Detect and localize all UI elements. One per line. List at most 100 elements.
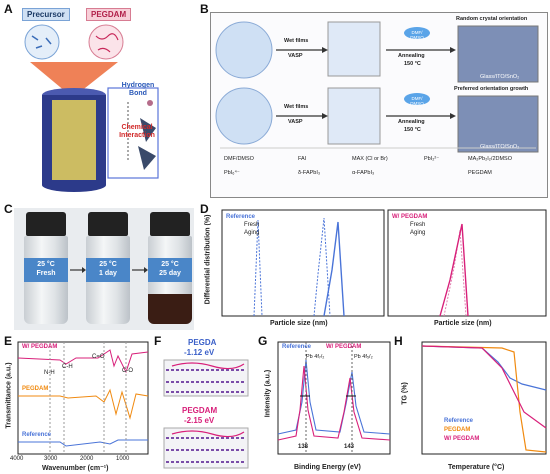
g-pb52: Pb 4f₅/₂ [354,354,373,360]
panel-e: E Transmittance (a.u.) W/ PEGDAM PEGDAM … [0,332,150,474]
pegdam-label: PEGDAM [86,8,132,21]
random-orientation-title: Random crystal orientation [456,16,528,22]
panel-c: C 25 °C Fresh 25 °C 1 day 25 °C 25 day [0,200,196,332]
e-xtick: 1000 [116,456,130,462]
g-v2: 143 [344,444,355,450]
d-legend-fresh-right: Fresh [410,222,426,228]
h-legend-wpegdam: W/ PEGDAM [444,436,480,442]
g-chart [277,341,391,455]
pegdam-aging-curve [439,223,469,317]
e-pegdam-label: PEGDAM [22,386,49,392]
vasp-1: VASP [288,53,303,59]
vial-label-25-day: 25 °C 25 day [148,258,192,282]
dft-structures [163,359,249,469]
legend-item: PEGDAM [468,170,492,176]
wpegdam-tg [421,345,547,429]
d-xlabel-right: Particle size (nm) [434,320,492,327]
e-chart [17,341,149,455]
panel-label-d: D [200,202,209,216]
e-reference-label: Reference [22,432,52,438]
d-chart [221,209,547,317]
panel-b: B Wet films VASP Wet films VASP DMF/ DMS… [162,0,550,200]
process-schematic [215,21,539,153]
legend-item: DMF/DMSO [224,156,254,162]
vasp-2: VASP [288,119,303,125]
dmf-dmso-bubble-2: DMF/ DMSO [410,96,424,106]
legend-b: DMF/DMSO FAI MAX (Cl or Br) PbI₂²⁻ MA₂Pb… [218,152,542,194]
wpegdam-xps [277,365,391,441]
h-legend-pegdam: PEGDAM [444,427,471,433]
reference-fresh-curve [253,217,331,317]
reference-aging-curve [323,221,345,317]
legend-item: PbI₆⁴⁻ [224,170,240,176]
legend-item: α-FAPbI₃ [352,170,375,176]
e-ch-label: C-H [62,364,73,370]
e-wpegdam-label: W/ PEGDAM [22,344,58,350]
reference-spectrum [18,439,148,447]
vial-cap [26,212,66,236]
h-xlabel: Temperature (°C) [448,464,505,471]
e-xtick: 3000 [44,456,58,462]
h-chart [421,341,547,455]
legend-item: FAI [298,156,307,162]
dmf-dmso-bubble-1: DMF/ DMSO [410,30,424,40]
g-legend-reference: Reference [282,344,312,350]
d-right-title: W/ PEGDAM [392,214,428,220]
legend-item: MA₂Pb₂I₂/2DMSO [468,156,512,162]
hydrogen-bond-label: Hydrogen Bond [121,82,155,97]
panel-h: H TG (%) Reference PEGDAM W/ PEGDAM Temp… [392,332,550,474]
d-xlabel: Particle size (nm) [270,320,328,327]
pegdam-spectrum [18,388,149,420]
vial-precipitate [148,294,192,324]
g-v1: 138 [298,444,309,450]
e-co-label: C-O [122,368,133,374]
vial-label-fresh: 25 °C Fresh [24,258,68,282]
panel-label-g: G [258,334,268,348]
g-legend-wpegdam: W/ PEGDAM [326,344,362,350]
vial-cap [88,212,128,236]
vial-cap [150,212,190,236]
panel-d: D Differential distribution (%) Referenc… [196,200,550,332]
g-xlabel: Binding Energy (eV) [294,464,361,471]
d-legend-fresh: Fresh [244,222,260,228]
vial-label-1-day: 25 °C 1 day [86,258,130,282]
panel-label-b: B [200,2,209,16]
e-xtick: 4000 [10,456,24,462]
wet-films-1: Wet films [284,38,309,44]
pegda-title: PEGDA [188,338,217,347]
e-nh-label: N-H [44,370,55,376]
vial-arrows [70,267,148,273]
panel-label-f: F [154,334,162,348]
reference-tg [421,345,547,391]
panel-g: G Intensity (a.u.) Reference W/ PEGDAM P… [256,332,392,474]
temp-2: 150 °C [404,127,421,133]
pegdam-title: PEGDAM [182,406,218,415]
panel-f: F PEGDA -1.12 eV PEGDAM -2.15 eV [152,332,256,474]
h-legend-reference: Reference [444,418,474,424]
e-co-double-label: C=O [92,354,105,360]
preferred-orientation-title: Preferred orientation growth [454,86,529,92]
temp-1: 150 °C [404,61,421,67]
annealing-2: Annealing [398,119,425,125]
legend-item: δ-FAPbI₃ [298,170,321,176]
legend-item: MAX (Cl or Br) [352,156,388,162]
wet-films-2: Wet films [284,104,309,110]
chemical-interaction-label: Chemical Interaction [119,124,155,139]
g-pb72: Pb 4f₇/₂ [306,354,325,360]
panel-label-e: E [4,334,13,348]
panel-label-h: H [394,334,403,348]
panel-a: A Precursor PEGDAM Hydrogen Bond Chemica… [0,0,160,200]
e-xlabel: Wavenumber (cm⁻¹) [42,465,109,472]
annealing-1: Annealing [398,53,425,59]
panel-label-c: C [4,202,13,216]
pegdam-energy: -2.15 eV [184,416,215,425]
pegda-energy: -1.12 eV [184,348,215,357]
panel-label-a: A [4,2,13,16]
substrate-1: Glass/ITO/SnO₂ [480,74,520,80]
precursor-label: Precursor [22,8,70,21]
d-left-title: Reference [226,214,256,220]
substrate-2: Glass/ITO/SnO₂ [480,144,520,150]
legend-item: PbI₂²⁻ [424,156,440,162]
reference-xps [277,359,391,435]
d-legend-aging-right: Aging [410,230,426,236]
